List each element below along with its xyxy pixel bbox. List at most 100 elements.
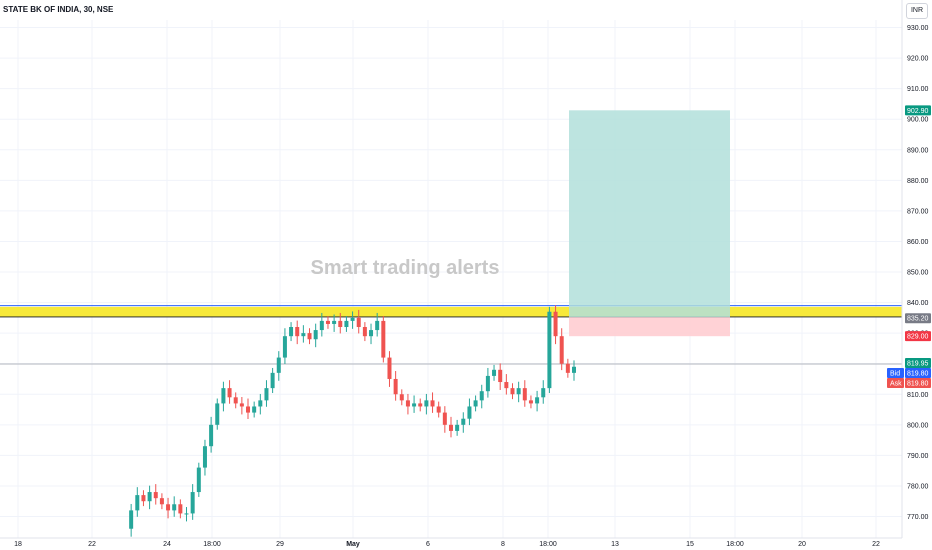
- entry-price-tag-bg: [905, 313, 931, 324]
- candle-body: [442, 412, 447, 425]
- ask-price-tag-label: Ask: [890, 380, 902, 387]
- candle-body: [412, 403, 417, 407]
- bid-price-tag: 819.80: [907, 370, 929, 377]
- stop-price-tag-bg: [905, 331, 931, 342]
- candle-body: [209, 424, 214, 447]
- time-tick-label: 18:00: [539, 541, 557, 548]
- price-axis: 770.00780.00790.00800.00810.00820.00830.…: [901, 0, 929, 538]
- candle-body: [289, 327, 294, 337]
- candle-body: [461, 418, 466, 425]
- candle-body: [522, 388, 527, 401]
- candle-body: [541, 388, 546, 398]
- candle-body: [264, 388, 269, 401]
- candle-body: [147, 492, 152, 502]
- bid-price-tag-label-bg: [887, 367, 904, 378]
- target-price-tag: 902.90: [907, 108, 929, 115]
- time-tick-label: 18: [14, 541, 22, 548]
- candle-body: [307, 333, 312, 340]
- candle-body: [282, 336, 287, 358]
- candle-body: [356, 317, 361, 328]
- candle-body: [239, 403, 244, 407]
- price-tick-label: 850.00: [907, 270, 929, 277]
- price-tick-label: 840.00: [907, 300, 929, 307]
- candle-body: [436, 406, 441, 413]
- candle-body: [559, 336, 564, 364]
- bid-price-tag-label: Bid: [890, 370, 900, 377]
- price-tick-label: 910.00: [907, 86, 929, 93]
- candle-body: [344, 320, 349, 328]
- time-tick-label: 6: [426, 541, 430, 548]
- position-zones: [0, 110, 902, 365]
- time-tick-label: 13: [611, 541, 619, 548]
- candle-body: [553, 311, 558, 337]
- candle-body: [479, 391, 484, 401]
- candle-body: [178, 504, 183, 514]
- price-tick-label: 860.00: [907, 239, 929, 246]
- candle-body: [184, 513, 189, 515]
- time-tick-label: 8: [501, 541, 505, 548]
- stop-price-tag: 829.00: [907, 334, 929, 341]
- time-tick-label: 18:00: [726, 541, 744, 548]
- price-tick-label: 900.00: [907, 117, 929, 124]
- profit-zone: [569, 110, 730, 318]
- candle-body: [202, 446, 207, 468]
- candle-body: [535, 397, 540, 404]
- candle-body: [295, 327, 300, 337]
- candle-body: [227, 388, 232, 398]
- target-price-tag-bg: [905, 105, 931, 116]
- candle-body: [301, 333, 306, 337]
- candle-body: [492, 369, 497, 376]
- candle-body: [270, 372, 275, 389]
- candle-body: [276, 357, 281, 373]
- price-tick-label: 890.00: [907, 147, 929, 154]
- last-price-tag: 819.95: [907, 360, 929, 367]
- price-tick-label: 800.00: [907, 422, 929, 429]
- ask-price-tag-label-bg: [887, 377, 904, 388]
- candle-body: [332, 320, 337, 324]
- time-tick-label: 29: [276, 541, 284, 548]
- candle-body: [135, 495, 140, 511]
- symbol-label: STATE BK OF INDIA, 30, NSE: [3, 5, 114, 14]
- candle-body: [473, 400, 478, 407]
- candle-body: [362, 327, 367, 337]
- candle-body: [196, 467, 201, 493]
- grid: [0, 20, 902, 538]
- currency-button[interactable]: INR: [906, 3, 928, 19]
- candle-body: [246, 406, 251, 413]
- price-tick-label: 930.00: [907, 25, 929, 32]
- candle-body: [516, 388, 521, 395]
- candle-body: [166, 504, 171, 511]
- candle-body: [424, 400, 429, 407]
- price-tick-label: 870.00: [907, 208, 929, 215]
- highlight-band: [0, 306, 902, 317]
- time-axis: 18 22 24 18:00 29 May 6 8 18:00 13 15 18:00 20 22: [0, 537, 902, 548]
- candle-body: [504, 382, 509, 389]
- candle-body: [387, 357, 392, 379]
- time-tick-label: May: [346, 541, 360, 548]
- candle-body: [350, 317, 355, 321]
- price-tick-label: 780.00: [907, 483, 929, 490]
- candle-body: [547, 311, 552, 389]
- candle-body: [565, 363, 570, 373]
- candle-body: [233, 397, 238, 404]
- candle-body: [325, 320, 330, 324]
- candle-body: [448, 424, 453, 431]
- candle-body: [221, 388, 226, 404]
- price-tags: 902.90 835.20 829.00 819.95 819.80 Bid 819.80 A…: [887, 105, 931, 388]
- time-tick-label: 22: [872, 541, 880, 548]
- candle-body: [159, 498, 164, 505]
- candle-body: [572, 366, 576, 373]
- candle-body: [252, 406, 257, 413]
- candle-body: [381, 320, 386, 358]
- bid-price-tag-bg: [905, 367, 931, 378]
- candle-body: [313, 330, 318, 340]
- candle-body: [510, 388, 515, 395]
- candle-body: [129, 510, 134, 529]
- time-tick-label: 15: [686, 541, 694, 548]
- candle-body: [455, 424, 460, 431]
- price-tick-label: 810.00: [907, 392, 929, 399]
- candle-body: [153, 492, 158, 499]
- price-tick-label: 920.00: [907, 56, 929, 63]
- time-tick-label: 22: [88, 541, 96, 548]
